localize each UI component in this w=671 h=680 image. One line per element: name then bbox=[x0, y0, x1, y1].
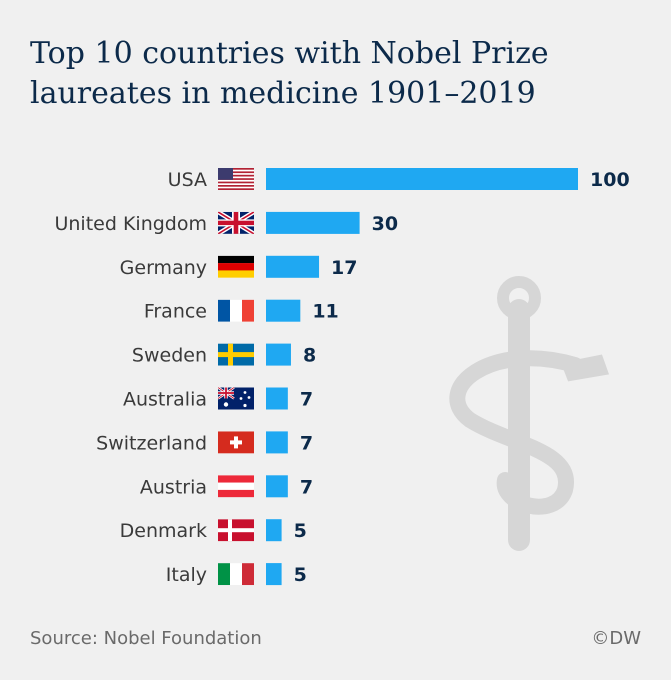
bar bbox=[266, 563, 282, 586]
chart-row: Switzerland 7 bbox=[96, 431, 313, 454]
chart-row: Denmark 5 bbox=[120, 519, 307, 542]
chart-row: USA 100 bbox=[168, 168, 630, 191]
sweden-flag-icon bbox=[218, 343, 254, 366]
value-label: 11 bbox=[312, 301, 338, 323]
source-note: Source: Nobel Foundation bbox=[30, 628, 262, 649]
austria-flag-icon bbox=[218, 475, 254, 498]
chart-title: Top 10 countries with Nobel Prize laurea… bbox=[30, 34, 650, 114]
country-label: Austria bbox=[140, 476, 207, 498]
bar bbox=[266, 168, 578, 190]
bar bbox=[266, 519, 282, 542]
value-label: 17 bbox=[331, 257, 357, 279]
country-label: Denmark bbox=[120, 520, 207, 542]
country-label: United Kingdom bbox=[54, 213, 207, 235]
bar bbox=[266, 211, 360, 234]
france-flag-icon bbox=[218, 299, 254, 322]
value-label: 30 bbox=[372, 213, 398, 235]
dw-credit: ©DW bbox=[591, 628, 641, 649]
chart-row: Australia 7 bbox=[123, 387, 313, 411]
germany-flag-icon bbox=[218, 255, 254, 278]
rod-of-asclepius-icon bbox=[449, 276, 610, 551]
chart-row: Sweden 8 bbox=[132, 343, 316, 367]
country-label: Switzerland bbox=[96, 432, 207, 454]
bar bbox=[266, 299, 301, 322]
country-label: Italy bbox=[166, 564, 207, 586]
value-label: 8 bbox=[303, 345, 316, 367]
bar bbox=[266, 255, 320, 278]
chart-row: United Kingdom 30 bbox=[54, 211, 398, 235]
switzerland-flag-icon bbox=[218, 431, 254, 454]
value-label: 7 bbox=[300, 432, 313, 454]
bar bbox=[266, 387, 288, 410]
value-label: 7 bbox=[300, 389, 313, 411]
country-label: France bbox=[144, 301, 207, 323]
us-flag-icon bbox=[218, 168, 254, 190]
value-label: 5 bbox=[294, 564, 307, 586]
chart-row: Italy 5 bbox=[166, 563, 307, 586]
value-label: 7 bbox=[300, 476, 313, 498]
chart-title-line-1: Top 10 countries with Nobel Prize bbox=[30, 36, 549, 71]
country-label: Sweden bbox=[132, 345, 207, 367]
denmark-flag-icon bbox=[218, 519, 254, 542]
bar bbox=[266, 475, 288, 498]
italy-flag-icon bbox=[218, 563, 254, 586]
chart-rows: USA 100 United Kingdom 30 Germany 17 France bbox=[54, 168, 630, 586]
value-label: 5 bbox=[294, 520, 307, 542]
uk-flag-icon bbox=[218, 211, 254, 234]
bar bbox=[266, 431, 288, 454]
chart-row: Germany 17 bbox=[120, 255, 357, 279]
australia-flag-icon bbox=[218, 387, 254, 410]
country-label: Australia bbox=[123, 389, 207, 411]
country-label: Germany bbox=[120, 257, 207, 279]
value-label: 100 bbox=[590, 169, 630, 191]
country-label: USA bbox=[168, 169, 207, 191]
chart-row: France 11 bbox=[144, 299, 339, 323]
chart-title-line-2: laureates in medicine 1901–2019 bbox=[30, 76, 536, 111]
chart-row: Austria 7 bbox=[140, 475, 313, 498]
bar bbox=[266, 343, 291, 366]
